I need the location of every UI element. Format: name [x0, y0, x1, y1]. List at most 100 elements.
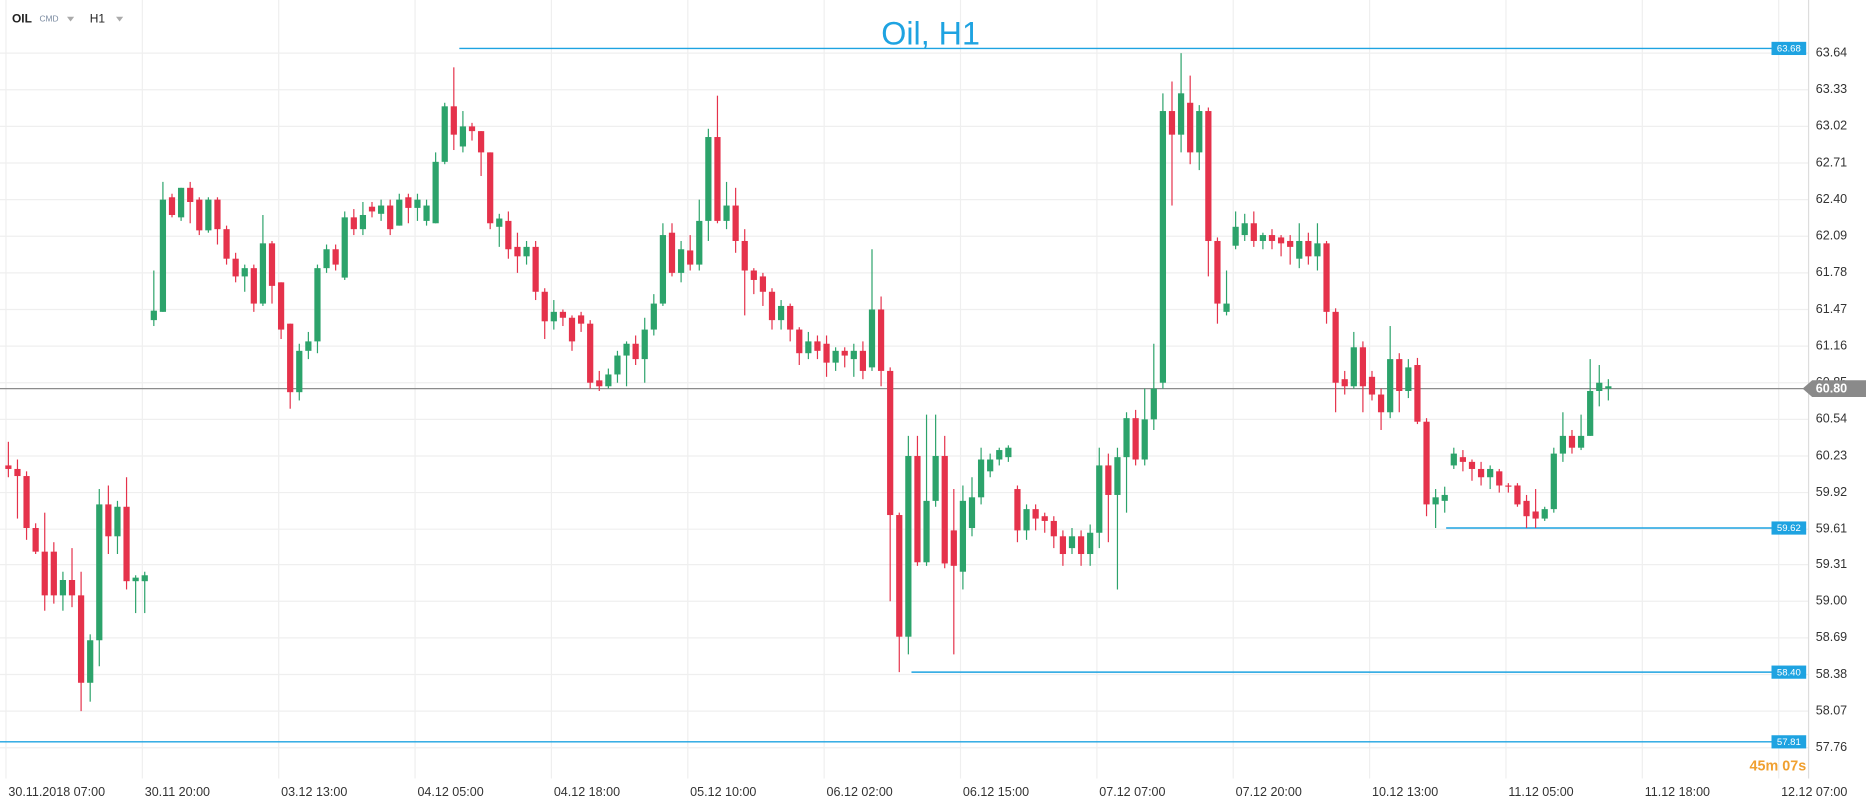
candle-body	[1232, 226, 1239, 246]
candle-body	[987, 459, 994, 472]
candle-body	[532, 246, 539, 292]
candle-body	[1141, 419, 1148, 460]
candle-body	[1532, 511, 1539, 519]
candle-body	[505, 220, 512, 250]
candle-body	[414, 199, 421, 208]
candle-body	[1541, 509, 1548, 519]
candle-body	[968, 497, 976, 529]
market[interactable]: CMD	[39, 13, 58, 23]
candle-body	[159, 199, 167, 312]
candle-body	[1096, 465, 1103, 533]
candle-body	[205, 199, 212, 231]
dropdown-arrow[interactable]	[116, 16, 124, 22]
candle-body	[1432, 497, 1439, 505]
candle-body	[1587, 390, 1594, 436]
last-price-tag	[1802, 380, 1866, 398]
x-tick-label: 06.12 15:00	[963, 785, 1029, 799]
candle-body	[850, 350, 857, 360]
candle-body	[1032, 509, 1039, 519]
candle-body	[896, 515, 903, 637]
candle-body	[932, 455, 939, 501]
candle-body	[250, 268, 257, 304]
candle-body	[1341, 379, 1348, 387]
candle-body	[1105, 465, 1112, 495]
candle-body	[405, 197, 412, 208]
candle-body	[1159, 111, 1167, 383]
candle-body	[577, 315, 585, 324]
candle-body	[450, 106, 457, 135]
symbol[interactable]: OIL	[12, 11, 32, 25]
candle-body	[668, 232, 676, 273]
candle-body	[568, 317, 576, 342]
candle-body	[723, 205, 730, 221]
x-tick-label: 12.12 07:00	[1781, 785, 1847, 799]
candle-body	[268, 243, 276, 286]
candle-body	[996, 450, 1003, 460]
candle-body	[396, 199, 403, 226]
candle-body	[659, 235, 667, 304]
candle-body	[877, 309, 885, 371]
candle-body	[1377, 394, 1385, 413]
candle-body	[514, 246, 521, 257]
candle-body	[41, 551, 48, 596]
candle-body	[605, 374, 612, 387]
candle-body	[32, 528, 39, 552]
candle-body	[150, 310, 157, 321]
axes: 63.64 63.33 63.02 62.71 62.40 62.09 61.78 61.47…	[8, 0, 1866, 799]
candle-body	[1605, 386, 1612, 389]
candle-body	[1405, 367, 1412, 391]
candle-body	[14, 468, 21, 477]
candle-body	[1296, 240, 1303, 259]
candle-body	[777, 305, 785, 321]
candle-body	[1523, 500, 1530, 517]
y-tick-label: 62.40	[1816, 192, 1847, 206]
candle-body	[1223, 303, 1230, 312]
candle-body	[1114, 457, 1121, 495]
candle-body	[814, 341, 821, 351]
candle-body	[123, 506, 130, 582]
candle-body	[323, 249, 330, 269]
candle-body	[1132, 418, 1139, 460]
candle-body	[468, 126, 476, 132]
candle-body	[96, 504, 103, 641]
candle-body	[1241, 223, 1248, 236]
y-tick-label: 59.92	[1816, 485, 1847, 499]
levels: 63.68 59.62 58.40 57.81	[0, 41, 1809, 749]
y-tick-label: 63.02	[1816, 119, 1847, 133]
candle-body	[77, 595, 85, 683]
y-tick-label: 60.54	[1816, 412, 1847, 426]
level-label: 63.68	[1777, 44, 1801, 55]
candle-body	[887, 370, 894, 516]
candle-body	[1214, 240, 1221, 304]
candle-body	[168, 197, 176, 215]
candle-body	[1077, 536, 1085, 555]
candle-body	[1414, 365, 1421, 422]
candle-body	[1314, 243, 1321, 257]
candle-body	[68, 580, 76, 596]
x-tick-label: 04.12 05:00	[417, 785, 483, 799]
candle-body	[1323, 243, 1330, 312]
candle-body	[477, 131, 485, 153]
x-tick-label: 07.12 07:00	[1099, 785, 1165, 799]
candle-body	[459, 126, 467, 147]
timeframe[interactable]: H1	[90, 11, 106, 25]
candle-body	[923, 500, 930, 563]
level-tag	[1771, 521, 1807, 535]
x-tick-label: 04.12 18:00	[554, 785, 620, 799]
candle-body	[1041, 516, 1048, 521]
candle-body	[1014, 489, 1021, 531]
candle-body	[677, 249, 685, 273]
candle-body	[1177, 93, 1185, 135]
candle-body	[114, 506, 121, 537]
candle-body	[768, 291, 776, 321]
dropdown-arrow[interactable]	[66, 16, 75, 22]
candle-body	[187, 187, 194, 202]
candle-body	[314, 268, 321, 342]
level-tag	[1771, 41, 1807, 56]
candle-body	[1596, 382, 1603, 391]
candle-body	[1496, 471, 1503, 486]
candle-body	[5, 465, 12, 469]
x-tick-label: 06.12 02:00	[827, 785, 893, 799]
candle-body	[1187, 102, 1194, 153]
